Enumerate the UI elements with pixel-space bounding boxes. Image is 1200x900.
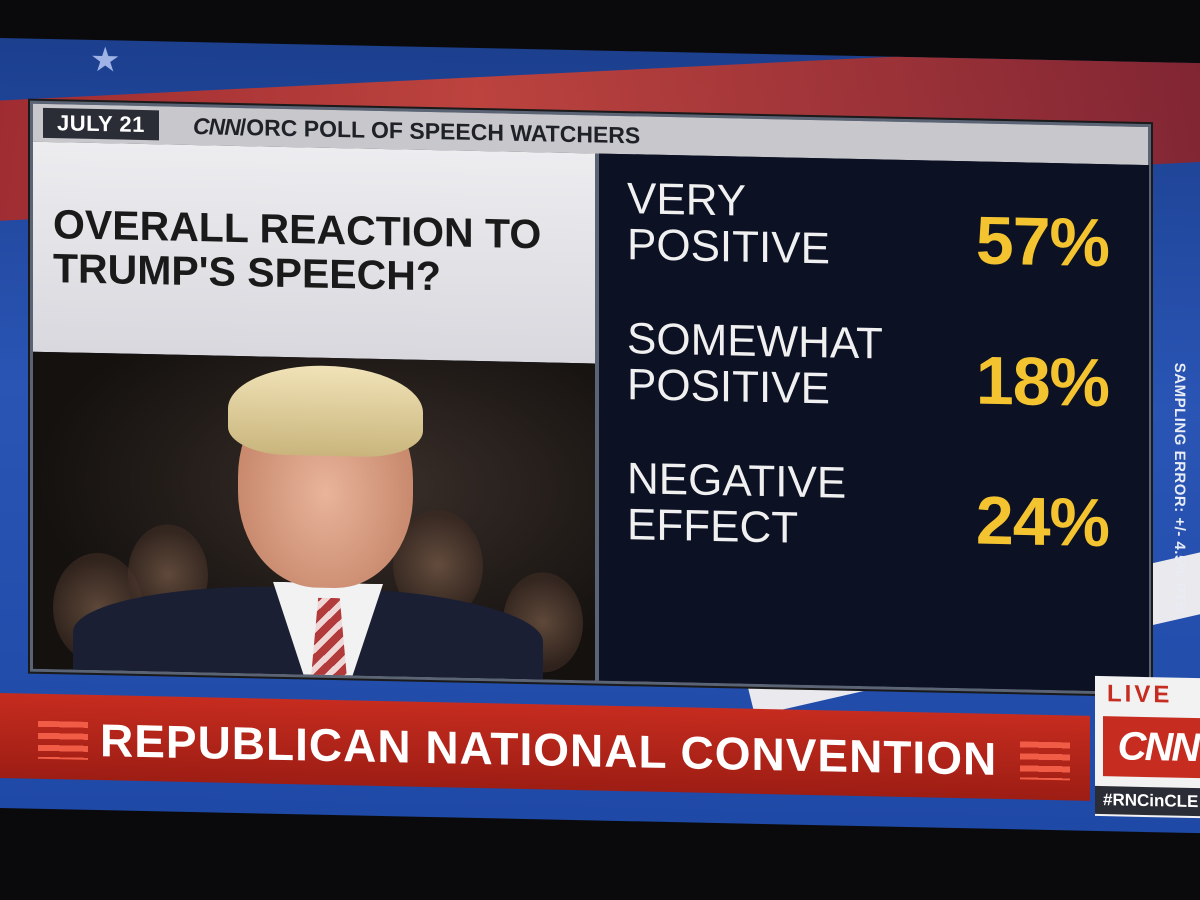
results-panel: VERY POSITIVE 57% SOMEWHAT POSITIVE 18% … xyxy=(595,153,1149,693)
result-row: VERY POSITIVE 57% xyxy=(599,174,1149,328)
poll-title-text: /ORC POLL OF SPEECH WATCHERS xyxy=(239,114,641,149)
banner-stripes-left xyxy=(38,720,88,760)
live-label: LIVE xyxy=(1107,680,1173,709)
result-value: 24% xyxy=(975,482,1109,562)
banner-stripes-right xyxy=(1020,741,1070,781)
date-tab: JULY 21 xyxy=(43,107,159,141)
poll-title: CNN/ORC POLL OF SPEECH WATCHERS xyxy=(193,110,640,151)
speaker-photo xyxy=(33,351,595,681)
cnn-live-logo: CNN xyxy=(1103,716,1200,779)
live-badge: LIVE CNN #RNCinCLE xyxy=(1095,675,1200,819)
speaker-hair xyxy=(228,363,423,458)
question-text: OVERALL REACTION TO TRUMP'S SPEECH? xyxy=(53,201,542,300)
result-value: 57% xyxy=(975,202,1109,282)
star-icon: ★ xyxy=(90,40,121,80)
result-value: 18% xyxy=(975,342,1109,422)
hashtag: #RNCinCLE xyxy=(1095,785,1200,817)
banner-title: REPUBLICAN NATIONAL CONVENTION xyxy=(100,714,998,785)
lower-third-banner: REPUBLICAN NATIONAL CONVENTION xyxy=(0,693,1090,801)
result-label: SOMEWHAT POSITIVE xyxy=(627,314,883,414)
cnn-logo: CNN xyxy=(193,113,240,141)
result-label: NEGATIVE EFFECT xyxy=(627,454,847,553)
sampling-error-note: SAMPLING ERROR: +/- 4.5% PTS xyxy=(1171,362,1188,614)
tv-screen: ★ ★ JULY 21 CNN/ORC POLL OF SPEECH WATCH… xyxy=(0,38,1200,834)
result-label: VERY POSITIVE xyxy=(627,174,830,274)
poll-graphic: JULY 21 CNN/ORC POLL OF SPEECH WATCHERS … xyxy=(30,100,1151,696)
question-box: OVERALL REACTION TO TRUMP'S SPEECH? xyxy=(33,141,595,364)
result-row: SOMEWHAT POSITIVE 18% xyxy=(599,314,1149,468)
result-row: NEGATIVE EFFECT 24% xyxy=(599,454,1149,608)
